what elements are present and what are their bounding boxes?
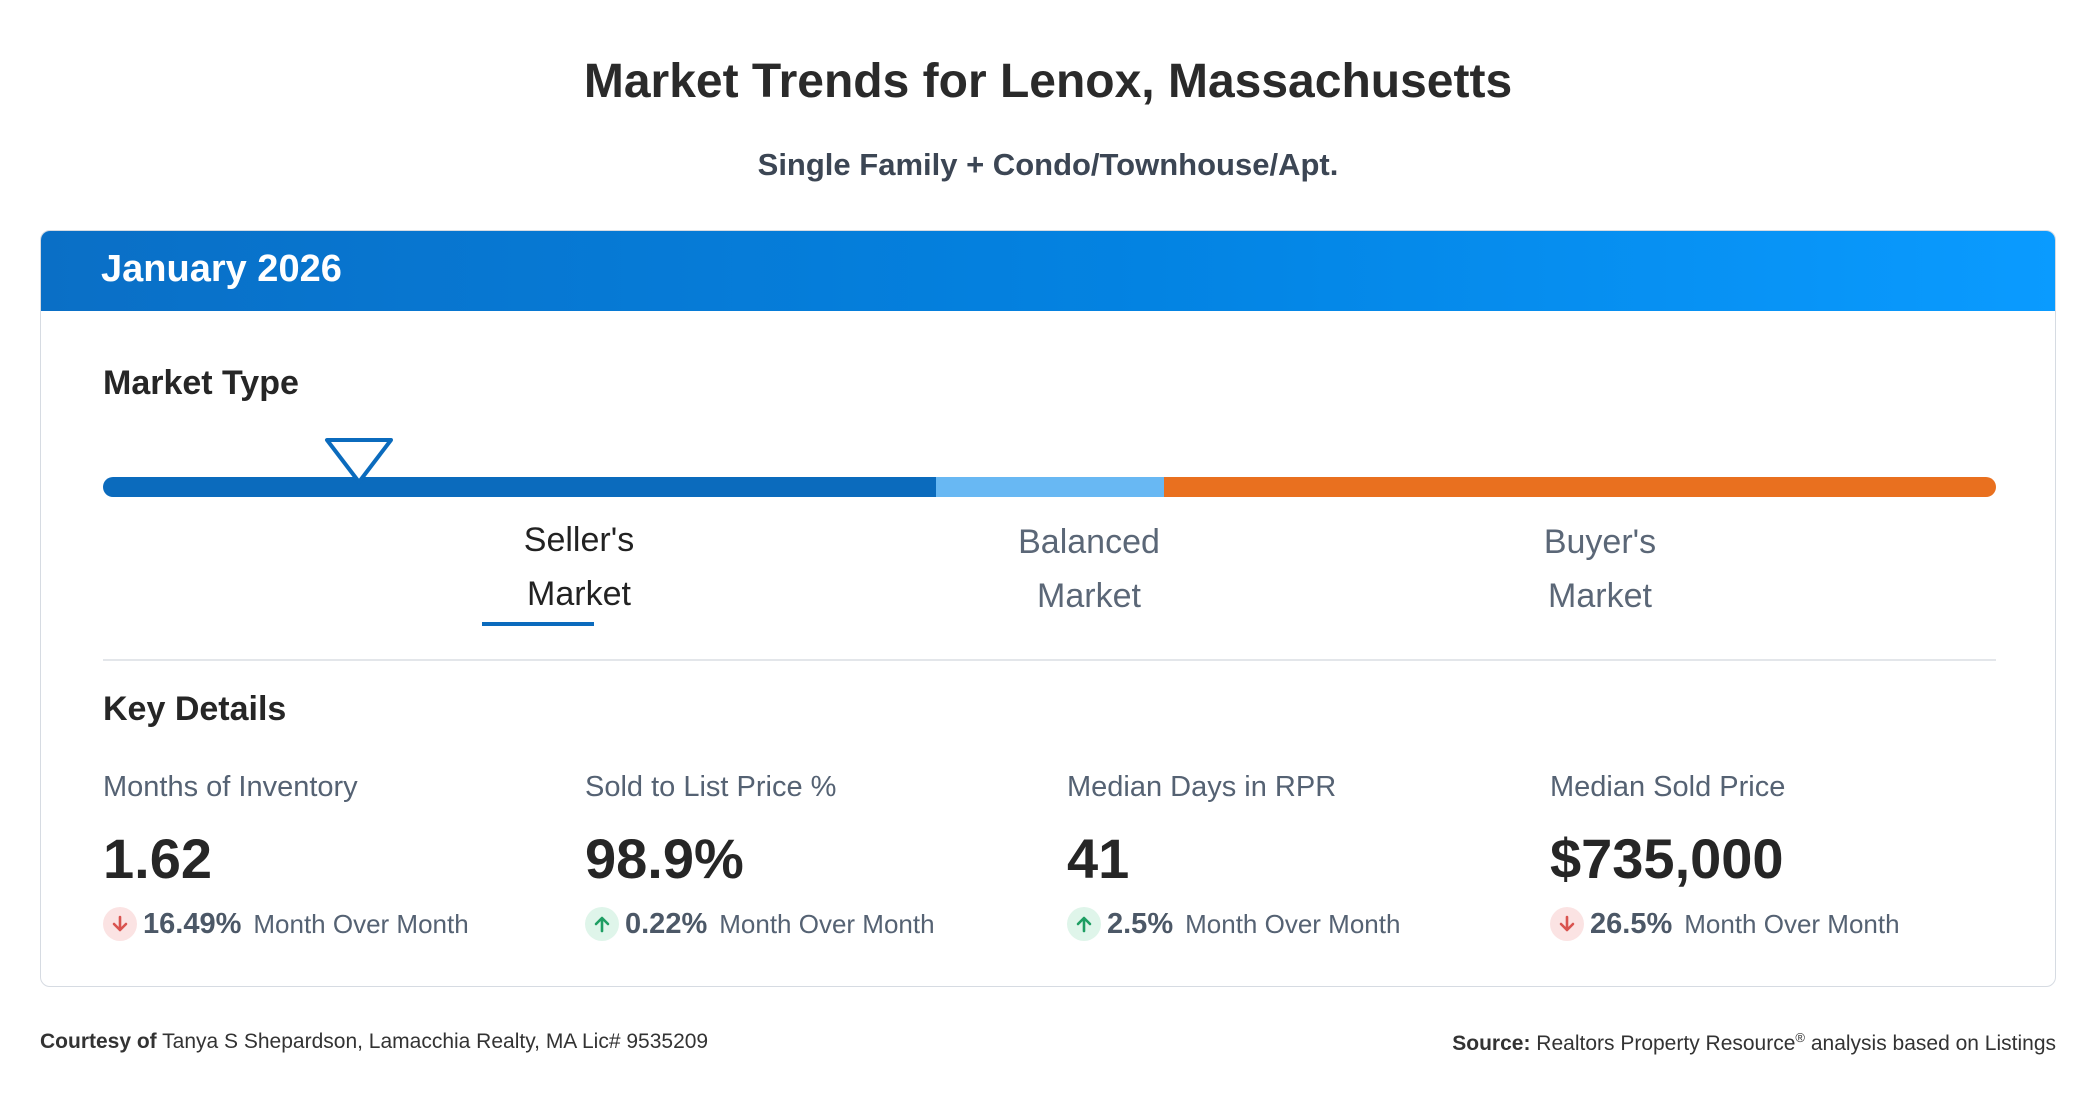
card-header: January 2026 <box>41 231 2055 311</box>
active-market-underline <box>482 622 594 626</box>
metric-value: 41 <box>1067 827 1130 890</box>
metric-value: $735,000 <box>1550 827 1784 890</box>
key-details-title: Key Details <box>103 690 287 728</box>
change-percent: 16.49% <box>143 907 242 940</box>
change-percent: 26.5% <box>1590 907 1673 940</box>
source-text-2: analysis based on Listings <box>1810 1032 2056 1055</box>
balanced-market-label: Balanced Market <box>969 515 1209 623</box>
metric-median-sold-price: Median Sold Price $735,000 26.5% Month O… <box>1550 771 2020 941</box>
arrow-down-icon <box>103 907 137 941</box>
balanced-market-line1: Balanced <box>1018 523 1160 561</box>
source-label: Source: <box>1452 1032 1531 1055</box>
metric-change: 0.22% Month Over Month <box>585 907 1055 941</box>
metric-label: Months of Inventory <box>103 771 358 803</box>
metric-change: 2.5% Month Over Month <box>1067 907 1537 941</box>
arrow-up-icon <box>585 907 619 941</box>
metric-months-of-inventory: Months of Inventory 1.62 16.49% Month Ov… <box>103 771 573 941</box>
change-period: Month Over Month <box>1684 908 1900 939</box>
buyer-market-line1: Buyer's <box>1543 523 1657 561</box>
source-footer: Source: Realtors Property Resource® anal… <box>1452 1030 2056 1056</box>
arrow-down-icon <box>1550 907 1584 941</box>
seller-market-label: Seller's Market <box>459 513 699 621</box>
change-period: Month Over Month <box>1185 908 1401 939</box>
market-type-title: Market Type <box>103 364 299 402</box>
buyer-market-bar <box>1164 477 1996 497</box>
period-title: January 2026 <box>101 248 342 290</box>
courtesy-text: Tanya S Shepardson, Lamacchia Realty, MA… <box>162 1030 709 1053</box>
courtesy-footer: Courtesy of Tanya S Shepardson, Lamacchi… <box>40 1030 708 1054</box>
change-period: Month Over Month <box>719 908 935 939</box>
registered-mark: ® <box>1795 1030 1805 1045</box>
source-text-1: Realtors Property Resource <box>1536 1032 1796 1055</box>
buyer-market-line2: Market <box>1548 577 1652 615</box>
page-subtitle: Single Family + Condo/Townhouse/Apt. <box>757 147 1339 182</box>
balanced-market-line2: Market <box>1037 577 1141 615</box>
metric-sold-to-list-price: Sold to List Price % 98.9% 0.22% Month O… <box>585 771 1055 941</box>
seller-market-line2: Market <box>527 575 631 613</box>
balanced-market-bar <box>936 477 1165 497</box>
metric-label: Sold to List Price % <box>585 771 837 803</box>
metric-median-days-in-rpr: Median Days in RPR 41 2.5% Month Over Mo… <box>1067 771 1537 941</box>
seller-market-line1: Seller's <box>523 521 635 559</box>
buyer-market-label: Buyer's Market <box>1480 515 1720 623</box>
page-title: Market Trends for Lenox, Massachusetts <box>583 55 1513 108</box>
courtesy-label: Courtesy of <box>40 1030 157 1053</box>
metric-change: 16.49% Month Over Month <box>103 907 573 941</box>
change-percent: 0.22% <box>625 907 708 940</box>
arrow-up-icon <box>1067 907 1101 941</box>
section-divider <box>103 659 1996 661</box>
metric-label: Median Days in RPR <box>1067 771 1337 803</box>
change-period: Month Over Month <box>253 908 469 939</box>
metric-change: 26.5% Month Over Month <box>1550 907 2020 941</box>
metric-value: 98.9% <box>585 827 744 890</box>
metric-label: Median Sold Price <box>1550 771 1786 803</box>
seller-market-bar <box>103 477 937 497</box>
market-indicator-icon <box>325 438 393 484</box>
market-card: January 2026 Market Type Seller's Market… <box>40 230 2056 987</box>
metric-value: 1.62 <box>103 827 212 890</box>
change-percent: 2.5% <box>1107 907 1174 940</box>
